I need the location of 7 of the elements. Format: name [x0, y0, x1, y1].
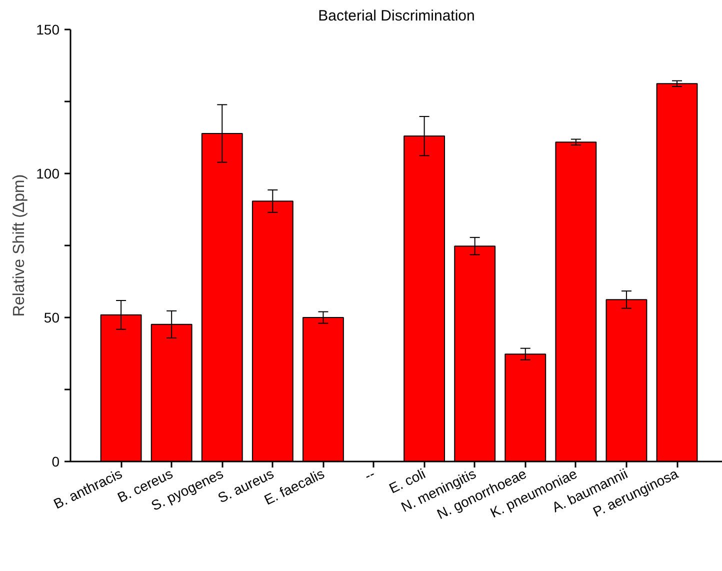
y-axis-title: Relative Shift (Δpm) — [11, 174, 28, 317]
y-tick-label: 100 — [36, 166, 60, 182]
y-tick-label: 150 — [36, 22, 60, 38]
y-tick-label: 50 — [44, 310, 60, 326]
chart-title: Bacterial Discrimination — [318, 8, 475, 24]
y-tick-label: 0 — [52, 454, 60, 470]
x-tick-label: -- — [362, 465, 378, 484]
